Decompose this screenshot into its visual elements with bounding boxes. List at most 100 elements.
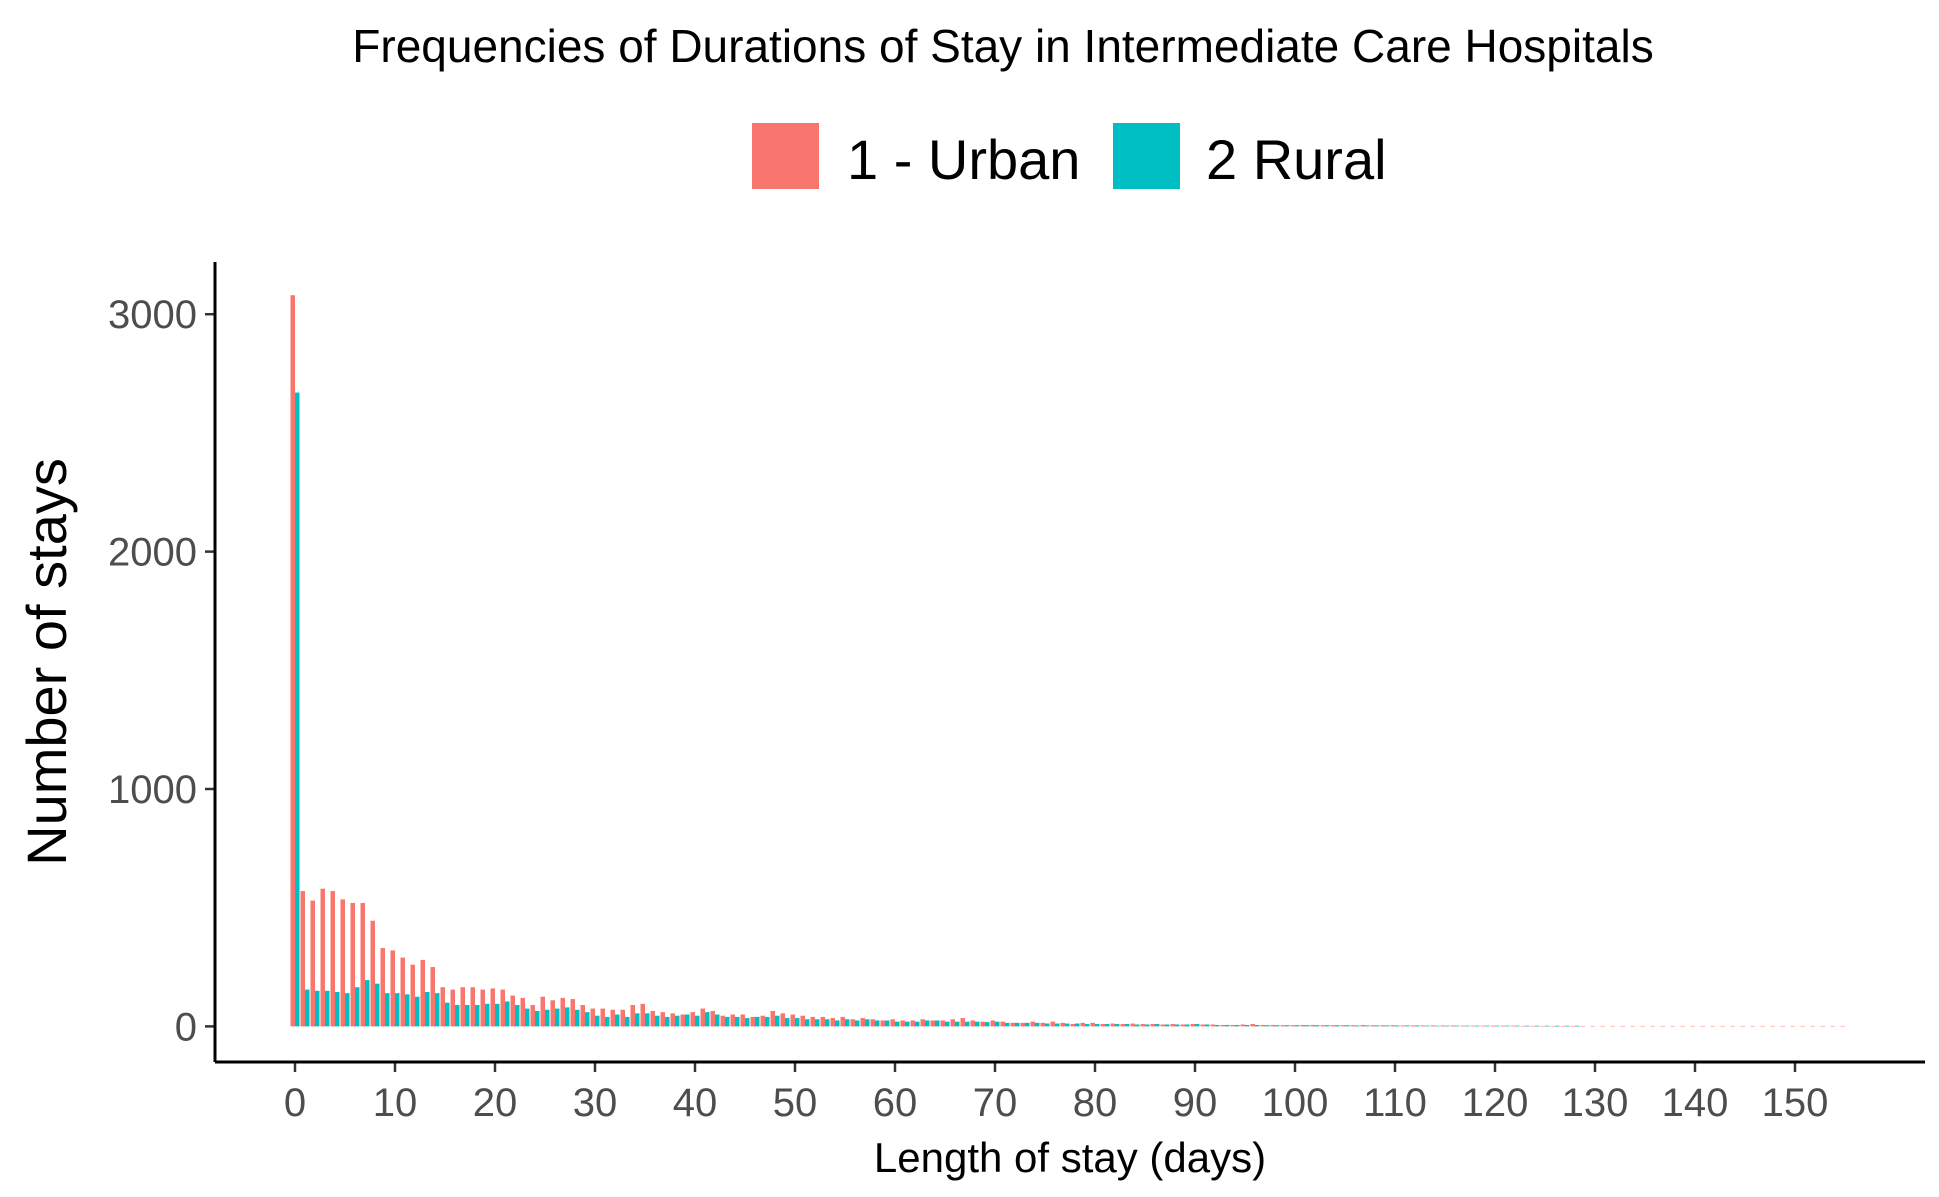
x-axis-ticks: 0 10 20 30 40 50 60 70 80 90 100 110 120 130 140 150 (284, 1062, 1829, 1125)
bar-rural-66 (955, 1021, 960, 1027)
bar-rural-114 (1435, 1025, 1440, 1027)
bar-urban-94 (1230, 1024, 1235, 1027)
bar-urban-48 (770, 1010, 775, 1027)
bar-rural-109 (1385, 1025, 1390, 1027)
bar-urban-85 (1140, 1024, 1145, 1027)
bar-rural-28 (575, 1009, 580, 1027)
y-axis-title: Number of stays (15, 458, 78, 866)
bar-urban-113 (1420, 1025, 1425, 1027)
bar-rural-46 (755, 1016, 760, 1027)
bar-rural-47 (765, 1016, 770, 1027)
bar-urban-35 (640, 1003, 645, 1027)
bar-urban-115 (1440, 1025, 1445, 1027)
bar-urban-38 (670, 1013, 675, 1027)
bar-urban-120 (1490, 1025, 1495, 1027)
bar-urban-34 (630, 1005, 635, 1027)
bar-rural-27 (565, 1007, 570, 1027)
bar-urban-91 (1200, 1024, 1205, 1027)
bar-rural-60 (895, 1021, 900, 1027)
bar-urban-16 (450, 989, 455, 1027)
bar-urban-77 (1060, 1022, 1065, 1027)
bar-urban-19 (480, 989, 485, 1027)
bar-rural-112 (1415, 1025, 1420, 1027)
bar-urban-68 (970, 1020, 975, 1027)
bar-rural-5 (345, 993, 350, 1027)
x-tick-label: 80 (1073, 1081, 1118, 1125)
x-tick-label: 60 (873, 1081, 918, 1125)
bar-urban-147 (1760, 1025, 1765, 1027)
bar-rural-87 (1165, 1024, 1170, 1027)
x-tick-label: 100 (1262, 1081, 1329, 1125)
bar-urban-28 (570, 999, 575, 1027)
bar-urban-106 (1350, 1025, 1355, 1027)
bar-rural-49 (785, 1018, 790, 1027)
bar-rural-9 (385, 993, 390, 1027)
bar-urban-126 (1550, 1025, 1555, 1027)
chart-title: Frequencies of Durations of Stay in Inte… (352, 20, 1653, 72)
legend-label-urban: 1 - Urban (847, 128, 1080, 191)
bar-rural-6 (355, 987, 360, 1027)
bar-urban-21 (500, 989, 505, 1027)
bar-urban-56 (850, 1019, 855, 1027)
y-tick-label: 2000 (108, 531, 197, 575)
bar-urban-31 (600, 1008, 605, 1027)
bar-rural-43 (725, 1016, 730, 1027)
bar-urban-22 (510, 995, 515, 1027)
bar-rural-71 (1005, 1022, 1010, 1027)
bar-urban-6 (350, 902, 355, 1027)
bar-rural-51 (805, 1019, 810, 1027)
bar-urban-25 (540, 996, 545, 1027)
legend-swatch-rural (1113, 123, 1180, 189)
bar-urban-142 (1710, 1025, 1715, 1027)
x-tick-label: 150 (1762, 1081, 1829, 1125)
bar-urban-137 (1660, 1025, 1665, 1027)
bar-urban-140 (1690, 1025, 1695, 1027)
bar-urban-81 (1100, 1024, 1105, 1027)
bar-rural-118 (1475, 1025, 1480, 1027)
bar-urban-3 (320, 888, 325, 1027)
bar-urban-139 (1680, 1025, 1685, 1027)
bar-urban-32 (610, 1009, 615, 1027)
bar-urban-135 (1640, 1025, 1645, 1027)
bar-urban-50 (790, 1014, 795, 1027)
bar-rural-37 (665, 1016, 670, 1027)
bar-rural-54 (835, 1020, 840, 1027)
x-tick-label: 120 (1462, 1081, 1529, 1125)
bar-urban-51 (800, 1015, 805, 1027)
bar-urban-26 (550, 1000, 555, 1027)
bar-rural-4 (335, 991, 340, 1027)
bar-urban-61 (900, 1020, 905, 1027)
bar-urban-87 (1160, 1024, 1165, 1027)
x-tick-label: 30 (573, 1081, 618, 1125)
bar-urban-57 (860, 1018, 865, 1027)
bar-urban-80 (1090, 1022, 1095, 1027)
bar-urban-46 (750, 1016, 755, 1027)
bar-rural-50 (795, 1018, 800, 1027)
bar-rural-39 (685, 1014, 690, 1027)
bar-urban-15 (440, 987, 445, 1027)
bar-urban-145 (1740, 1025, 1745, 1027)
bar-rural-64 (935, 1020, 940, 1027)
bar-rural-53 (825, 1019, 830, 1027)
bar-urban-47 (760, 1015, 765, 1027)
bar-rural-45 (745, 1018, 750, 1027)
bar-urban-29 (580, 1005, 585, 1027)
bar-urban-53 (820, 1016, 825, 1027)
bar-urban-17 (460, 987, 465, 1027)
bar-rural-82 (1115, 1024, 1120, 1027)
x-tick-label: 140 (1662, 1081, 1729, 1125)
bar-rural-92 (1215, 1024, 1220, 1027)
bar-urban-43 (720, 1015, 725, 1027)
bar-rural-113 (1425, 1025, 1430, 1027)
bar-rural-34 (635, 1013, 640, 1027)
bar-urban-148 (1770, 1025, 1775, 1027)
legend: 1 - Urban 2 Rural (752, 123, 1387, 191)
bar-rural-104 (1335, 1025, 1340, 1027)
bar-rural-93 (1225, 1024, 1230, 1027)
bar-rural-56 (855, 1020, 860, 1027)
bar-rural-21 (505, 1001, 510, 1027)
bar-rural-102 (1315, 1025, 1320, 1027)
bar-urban-119 (1480, 1025, 1485, 1027)
bar-rural-68 (975, 1021, 980, 1027)
bar-urban-89 (1180, 1024, 1185, 1027)
